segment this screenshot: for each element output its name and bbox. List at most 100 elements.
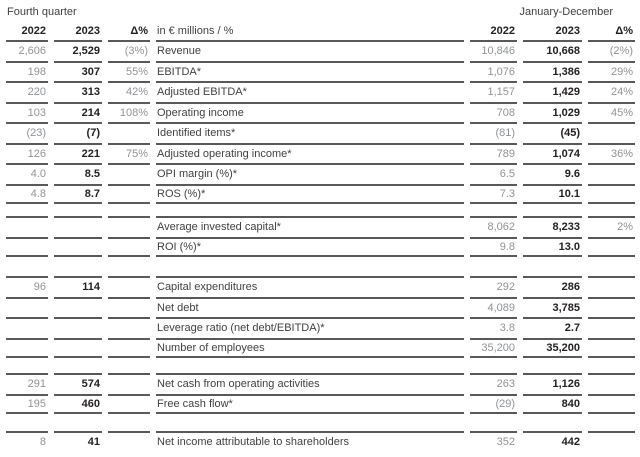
q4-prev-value (6, 337, 48, 358)
jd-curr-value: 13.0 (523, 236, 582, 257)
jd-prev-value: 7.3 (470, 183, 517, 204)
jd-delta-header: Δ% (615, 24, 633, 37)
jd-prev-value: 1,157 (470, 81, 517, 102)
row-group: Average invested capital* 8,062 8,233 2% ROI… (0, 216, 640, 257)
jd-delta-value (588, 183, 635, 204)
q4-delta-value (108, 373, 150, 394)
row-group: 2,606 2,529 (3%) Revenue 10,846 10,668 (2%) 198… (0, 40, 640, 204)
row-label: Number of employees (156, 337, 464, 358)
row-group: 8 41 Net income attributable to shareholde… (0, 431, 640, 452)
q4-delta-value (108, 183, 150, 204)
row-group: 96 114 Capital expenditures 292 286 Net debt 4… (0, 276, 640, 358)
q4-delta-value: 42% (108, 81, 150, 102)
row-label: OPI margin (%)* (156, 163, 464, 184)
jd-prev-value: 35,200 (470, 337, 517, 358)
jd-curr-value: 8,233 (523, 216, 582, 237)
jd-curr-value: 1,029 (523, 101, 582, 123)
row-label: Identified items* (156, 122, 464, 143)
jd-year-curr-header: 2023 (555, 24, 580, 37)
jd-delta-value (588, 122, 635, 143)
q4-curr-value (54, 317, 102, 338)
row-label: Average invested capital* (156, 216, 464, 237)
row-group: 291 574 Net cash from operating activities… (0, 373, 640, 414)
jd-curr-value: 35,200 (523, 337, 582, 358)
jd-curr-value: 442 (523, 431, 582, 452)
q4-curr-value (54, 216, 102, 237)
q4-delta-value (108, 337, 150, 358)
q4-prev-value: 8 (6, 431, 48, 452)
jd-delta-value: 2% (588, 216, 635, 237)
q4-curr-value (54, 296, 102, 318)
q4-prev-value (6, 317, 48, 338)
jd-curr-value: (45) (523, 122, 582, 143)
jd-curr-value: 1,386 (523, 60, 582, 82)
jd-curr-value: 840 (523, 393, 582, 414)
q4-curr-value: 114 (54, 276, 102, 297)
jd-prev-value: 6.5 (470, 163, 517, 184)
table-row: 2,606 2,529 (3%) Revenue 10,846 10,668 (2%) (0, 40, 640, 61)
q4-delta-value: (3%) (108, 40, 150, 61)
q4-delta-value (108, 393, 150, 414)
q4-delta-value: 55% (108, 60, 150, 82)
jd-delta-value (588, 393, 635, 414)
table-row: Net debt 4,089 3,785 (0, 296, 640, 318)
q4-prev-value: 195 (6, 393, 48, 414)
jd-delta-value (588, 236, 635, 257)
q4-delta-value (108, 122, 150, 143)
q4-year-prev-header: 2022 (21, 24, 46, 37)
jd-curr-value: 10.1 (523, 183, 582, 204)
row-label: Capital expenditures (156, 276, 464, 297)
fourth-quarter-label: Fourth quarter (7, 5, 77, 18)
jd-prev-value: 4,089 (470, 296, 517, 318)
jd-prev-value: 789 (470, 142, 517, 164)
jd-curr-value: 2.7 (523, 317, 582, 338)
jd-prev-value: 10,846 (470, 40, 517, 61)
table-row: 4.0 8.5 OPI margin (%)* 6.5 9.6 (0, 163, 640, 184)
jd-prev-value: 3.8 (470, 317, 517, 338)
q4-curr-value: 214 (54, 101, 102, 123)
q4-prev-value: 291 (6, 373, 48, 394)
row-label: Net income attributable to shareholders (156, 431, 464, 452)
jd-prev-value: 352 (470, 431, 517, 452)
jd-delta-value: 29% (588, 60, 635, 82)
q4-prev-value: 126 (6, 142, 48, 164)
table-row: 4.8 8.7 ROS (%)* 7.3 10.1 (0, 183, 640, 204)
q4-curr-value (54, 236, 102, 257)
q4-prev-value: 2,606 (6, 40, 48, 61)
table-row: Leverage ratio (net debt/EBITDA)* 3.8 2.7 (0, 317, 640, 338)
row-label: Operating income (156, 101, 464, 123)
jd-curr-value: 9.6 (523, 163, 582, 184)
jd-prev-value: 292 (470, 276, 517, 297)
table-row: 291 574 Net cash from operating activities… (0, 373, 640, 394)
table-row: 220 313 42% Adjusted EBITDA* 1,157 1,429 24% (0, 81, 640, 102)
table-row: 198 307 55% EBITDA* 1,076 1,386 29% (0, 60, 640, 82)
table-row: 195 460 Free cash flow* (29) 840 (0, 393, 640, 414)
jd-delta-value (588, 296, 635, 318)
jd-delta-value: 24% (588, 81, 635, 102)
q4-delta-value (108, 236, 150, 257)
q4-prev-value: 103 (6, 101, 48, 123)
jd-prev-value: 8,062 (470, 216, 517, 237)
row-label: Free cash flow* (156, 393, 464, 414)
q4-delta-value (108, 163, 150, 184)
q4-curr-value: 460 (54, 393, 102, 414)
row-label: Revenue (156, 40, 464, 61)
row-label: Net debt (156, 296, 464, 318)
row-label: ROI (%)* (156, 236, 464, 257)
q4-curr-value (54, 337, 102, 358)
jd-year-prev-header: 2022 (490, 24, 515, 37)
jd-delta-value: 36% (588, 142, 635, 164)
q4-delta-value (108, 216, 150, 237)
jd-delta-value (588, 337, 635, 358)
q4-prev-value: 4.0 (6, 163, 48, 184)
q4-prev-value (6, 216, 48, 237)
q4-delta-value (108, 431, 150, 452)
jd-prev-value: 1,076 (470, 60, 517, 82)
jd-delta-value (588, 276, 635, 297)
q4-prev-value: 96 (6, 276, 48, 297)
q4-curr-value: 221 (54, 142, 102, 164)
table-row: ROI (%)* 9.8 13.0 (0, 236, 640, 257)
q4-curr-value: 313 (54, 81, 102, 102)
jd-delta-value (588, 373, 635, 394)
